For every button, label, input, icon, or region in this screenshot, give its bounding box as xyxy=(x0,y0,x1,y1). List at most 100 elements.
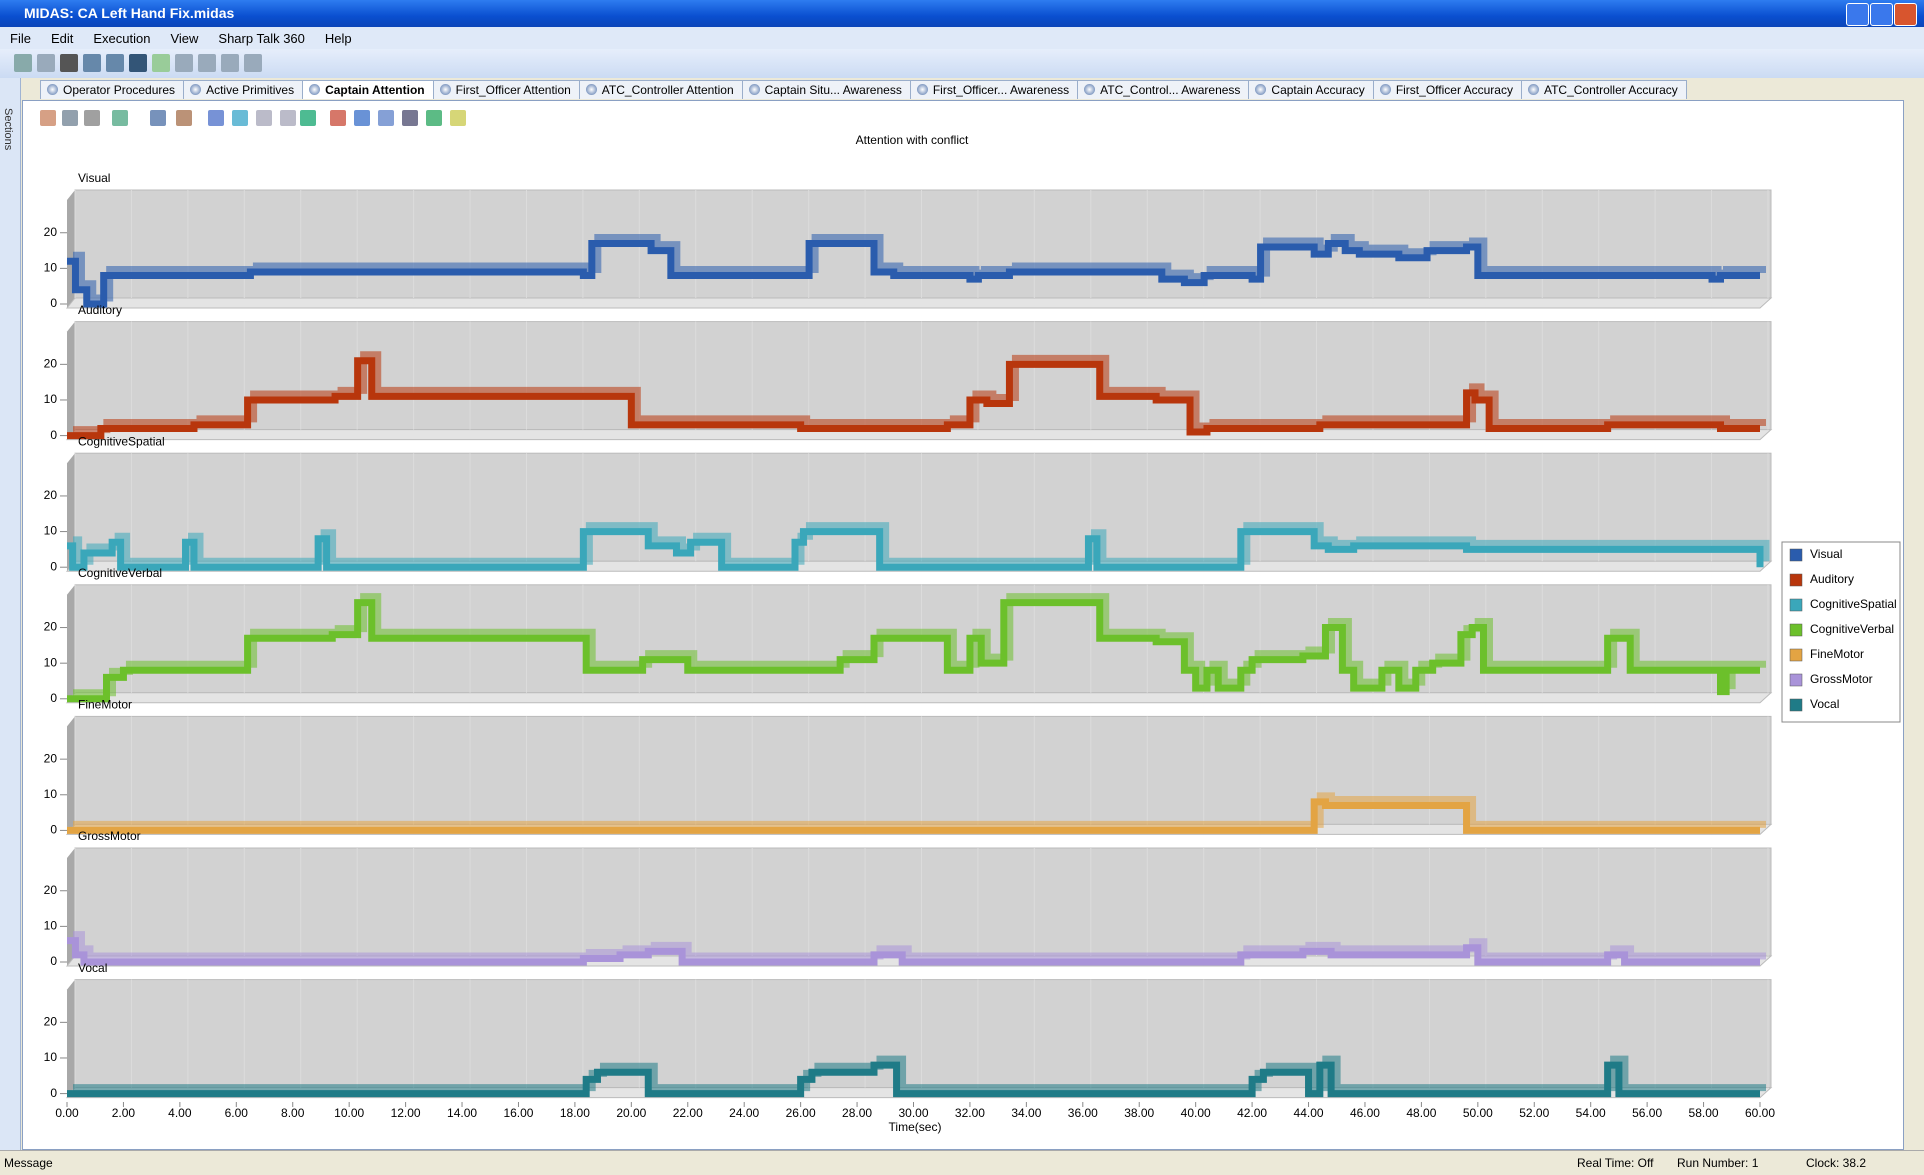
chart-tool-button[interactable] xyxy=(150,110,166,126)
step-line xyxy=(67,357,1760,440)
chart-tool-button[interactable] xyxy=(176,110,192,126)
y-tick-label: 0 xyxy=(50,691,57,705)
legend-label: CognitiveSpatial xyxy=(1810,597,1897,611)
x-tick-label: 22.00 xyxy=(673,1106,703,1120)
menu-item[interactable]: Help xyxy=(324,30,352,46)
toolbar-button[interactable] xyxy=(60,54,78,72)
x-tick-label: 18.00 xyxy=(560,1106,590,1120)
panel-wall xyxy=(67,716,75,835)
legend-label: Visual xyxy=(1810,547,1842,561)
chart-tool-button[interactable] xyxy=(256,110,272,126)
chart-tool-button[interactable] xyxy=(330,110,346,126)
panel-label: CognitiveSpatial xyxy=(78,434,165,448)
status-bar: Message Real Time: Off Run Number: 1 Clo… xyxy=(0,1150,1924,1175)
chart-tool-button[interactable] xyxy=(426,110,442,126)
chart-tool-button[interactable] xyxy=(208,110,224,126)
toolbar-button[interactable] xyxy=(14,54,32,72)
toolbar-button[interactable] xyxy=(83,54,101,72)
tab[interactable]: Captain Accuracy xyxy=(1248,80,1374,99)
title-bar: MIDAS: CA Left Hand Fix.midas xyxy=(0,0,1924,27)
close-button[interactable] xyxy=(1894,3,1917,26)
chart-title: Attention with conflict xyxy=(856,133,969,147)
menu-item[interactable]: Sharp Talk 360 xyxy=(218,30,305,46)
panel-label: Auditory xyxy=(78,303,122,317)
y-tick-label: 10 xyxy=(44,261,58,275)
panel-wall xyxy=(67,979,75,1098)
toolbar-button[interactable] xyxy=(244,54,262,72)
menu-item[interactable]: Edit xyxy=(50,30,74,46)
panel-label: Vocal xyxy=(78,961,107,975)
toolbar-button[interactable] xyxy=(152,54,170,72)
tab[interactable]: First_Officer... Awareness xyxy=(909,80,1079,99)
x-axis-label: Time(sec) xyxy=(889,1120,942,1134)
x-tick-label: 38.00 xyxy=(1124,1106,1154,1120)
panel-label: CognitiveVerbal xyxy=(78,566,162,580)
toolbar-button[interactable] xyxy=(175,54,193,72)
panel-floor xyxy=(65,692,1773,704)
tab[interactable]: First_Officer Accuracy xyxy=(1372,80,1522,99)
menu-item[interactable]: File xyxy=(10,30,31,46)
tab[interactable]: Captain Attention xyxy=(302,80,434,99)
chart: Attention with conflict Time(sec) 0 10 20 V… xyxy=(40,110,1901,1134)
x-tick-label: 32.00 xyxy=(955,1106,985,1120)
window-title: MIDAS: CA Left Hand Fix.midas xyxy=(24,5,235,21)
chart-tool-button[interactable] xyxy=(300,110,316,126)
menu-item[interactable]: Execution xyxy=(93,30,151,46)
maximize-button[interactable] xyxy=(1870,3,1893,26)
tab[interactable]: Active Primitives xyxy=(183,80,304,99)
minimize-button[interactable] xyxy=(1846,3,1869,26)
y-tick-label: 20 xyxy=(44,1015,58,1029)
legend-swatch xyxy=(1789,648,1803,662)
panel-back xyxy=(74,321,1772,431)
step-line xyxy=(67,798,1760,834)
y-tick-label: 20 xyxy=(44,225,58,239)
y-tick-label: 20 xyxy=(44,620,58,634)
toolbar-button[interactable] xyxy=(37,54,55,72)
chart-tool-button[interactable] xyxy=(378,110,394,126)
chart-tool-button[interactable] xyxy=(232,110,248,126)
y-tick-label: 20 xyxy=(44,751,58,765)
y-tick-label: 20 xyxy=(44,883,58,897)
chart-tool-button[interactable] xyxy=(40,110,56,126)
side-tab[interactable]: Sections xyxy=(2,108,14,151)
x-tick-label: 42.00 xyxy=(1237,1106,1267,1120)
x-tick-label: 50.00 xyxy=(1463,1106,1493,1120)
tab[interactable]: ATC_Control... Awareness xyxy=(1077,80,1250,99)
status-real-time: Real Time: Off xyxy=(1577,1156,1654,1170)
y-tick-label: 10 xyxy=(44,524,58,538)
tab[interactable]: Operator Procedures xyxy=(40,80,185,99)
chart-tool-button[interactable] xyxy=(450,110,466,126)
toolbar-button[interactable] xyxy=(129,54,147,72)
panel-back xyxy=(74,979,1772,1089)
y-tick-label: 0 xyxy=(50,954,57,968)
panel-back xyxy=(74,189,1772,299)
tab[interactable]: ATC_Controller Attention xyxy=(578,80,743,99)
menu-bar: File Edit Execution View Sharp Talk 360 Help xyxy=(0,27,1924,49)
panel-wall xyxy=(67,321,75,440)
chart-tool-button[interactable] xyxy=(112,110,128,126)
menu-item[interactable]: View xyxy=(170,30,199,46)
tab[interactable]: First_Officer Attention xyxy=(432,80,580,99)
x-tick-label: 30.00 xyxy=(898,1106,928,1120)
x-tick-label: 4.00 xyxy=(168,1106,192,1120)
toolbar-button[interactable] xyxy=(221,54,239,72)
step-line xyxy=(67,1061,1760,1098)
x-tick-label: 2.00 xyxy=(112,1106,136,1120)
panel-back xyxy=(74,715,1772,825)
y-tick-label: 10 xyxy=(44,655,58,669)
x-tick-label: 6.00 xyxy=(225,1106,249,1120)
chart-tool-button[interactable] xyxy=(402,110,418,126)
chart-tool-button[interactable] xyxy=(354,110,370,126)
y-tick-label: 10 xyxy=(44,919,58,933)
x-tick-label: 36.00 xyxy=(1068,1106,1098,1120)
toolbar-button[interactable] xyxy=(106,54,124,72)
panel-label: GrossMotor xyxy=(78,829,141,843)
tab[interactable]: Captain Situ... Awareness xyxy=(741,80,911,99)
toolbar-button[interactable] xyxy=(198,54,216,72)
status-message: Message xyxy=(4,1156,53,1170)
tab[interactable]: ATC_Controller Accuracy xyxy=(1520,80,1687,99)
chart-tool-button[interactable] xyxy=(280,110,296,126)
chart-tool-button[interactable] xyxy=(84,110,100,126)
step-line-depth xyxy=(73,1055,1766,1092)
chart-tool-button[interactable] xyxy=(62,110,78,126)
